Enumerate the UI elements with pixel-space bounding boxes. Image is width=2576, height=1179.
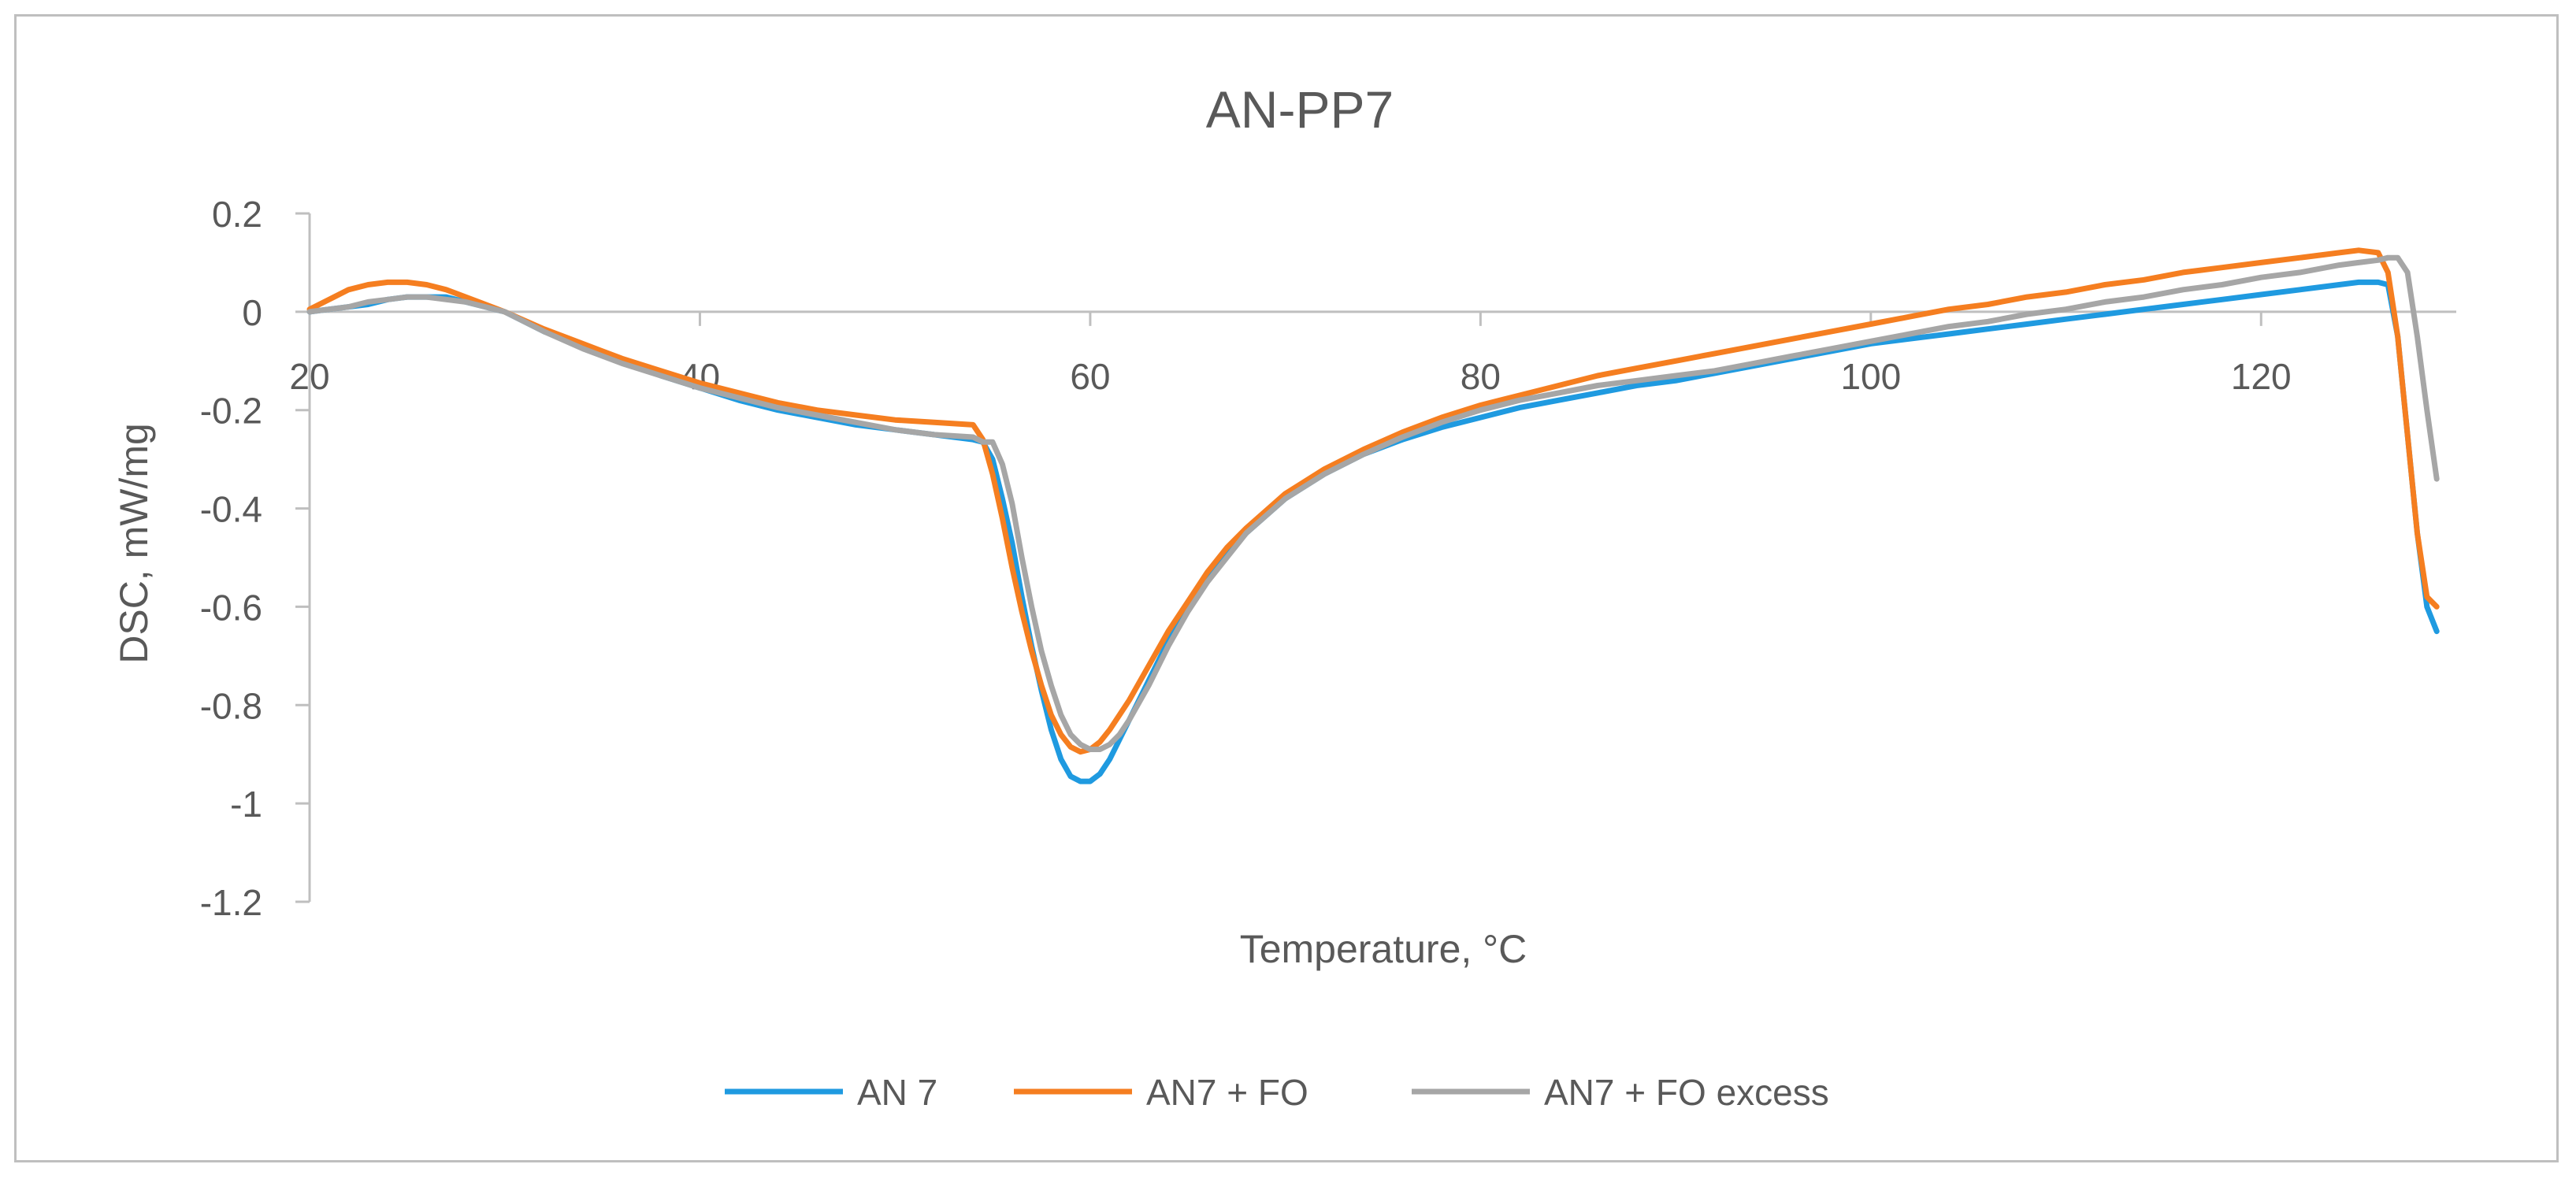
legend-label-1: AN 7 (857, 1072, 937, 1113)
x-tick-label: 20 (289, 356, 329, 397)
series-lines (306, 247, 2440, 784)
y-tick-label: 0.2 (212, 194, 262, 235)
y-tick-label: -1.2 (200, 882, 262, 923)
y-tick-label: 0 (242, 292, 262, 333)
chart-frame (14, 14, 2559, 1162)
x-tick-labels: 20 40 60 80 100 120 (289, 311, 2292, 397)
x-tick-label: 100 (1840, 356, 1901, 397)
series-line-3 (306, 254, 2440, 752)
x-axis-label: Temperature, °C (1240, 927, 1527, 971)
y-tick-labels: 0.2 0 -0.2 -0.4 -0.6 -0.8 -1 -1.2 (200, 194, 310, 923)
y-tick-label: -1 (230, 784, 262, 825)
x-tick-label: 60 (1070, 356, 1110, 397)
y-axis-label: DSC, mW/mg (112, 423, 156, 664)
x-tick-label: 120 (2231, 356, 2292, 397)
legend-label-2: AN7 + FO (1146, 1072, 1308, 1113)
y-tick-label: -0.8 (200, 685, 262, 726)
y-tick-label: -0.4 (200, 489, 262, 530)
y-tick-label: -0.6 (200, 587, 262, 628)
series-line-1 (306, 279, 2440, 784)
x-tick-label: 80 (1461, 356, 1501, 397)
series-line-2 (306, 247, 2440, 755)
y-tick-label: -0.2 (200, 391, 262, 432)
legend: AN 7 AN7 + FO AN7 + FO excess (725, 1072, 1829, 1113)
legend-label-3: AN7 + FO excess (1544, 1072, 1829, 1113)
chart-title: AN-PP7 (1206, 80, 1394, 139)
